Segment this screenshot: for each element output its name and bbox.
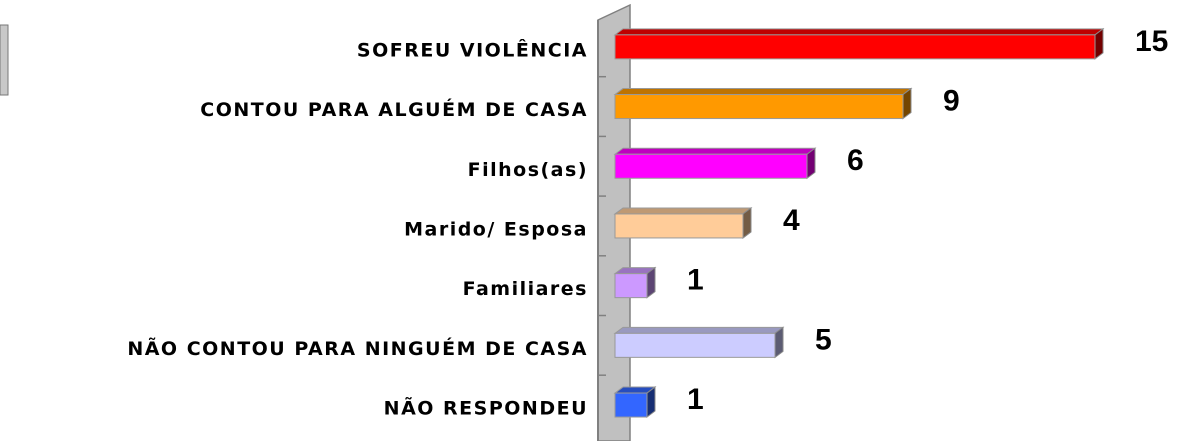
value-label: 5 [815,323,832,356]
category-label: Marido/ Esposa [404,218,588,240]
bar [613,27,1105,60]
bar-side [806,147,816,180]
category-label: SOFREU VIOLÊNCIA [357,38,588,61]
bar-side [1094,27,1104,60]
bar-front [614,392,648,418]
bar-top [613,88,913,96]
bar-front [614,34,1096,60]
bar-front [614,273,648,299]
value-label: 9 [943,84,960,117]
bar-top [613,28,1105,36]
value-label: 4 [783,204,800,237]
bar-front [614,332,776,358]
value-label: 1 [687,383,704,416]
bar-side [742,206,752,239]
bar-front [614,153,808,179]
bar-side [902,87,912,120]
value-label: 15 [1135,25,1168,58]
value-label: 6 [847,144,864,177]
frame-edge [0,24,9,96]
bar-side [774,326,784,359]
bar-front [614,213,744,239]
bar-side [646,266,656,299]
bar [613,326,785,359]
bar-top [613,147,817,155]
category-label: Familiares [463,278,588,300]
bar-front [614,94,904,120]
bar-top [613,207,753,215]
bar [613,87,913,120]
bar [613,386,657,419]
bar [613,206,753,239]
category-label: NÃO RESPONDEU [384,396,588,420]
category-label: CONTOU PARA ALGUÉM DE CASA [200,98,588,121]
category-label: NÃO CONTOU PARA NINGUÉM DE CASA [127,336,588,360]
bar [613,266,657,299]
bar [613,147,817,180]
category-label: Filhos(as) [468,159,588,181]
value-label: 1 [687,264,704,297]
bar-side [646,386,656,419]
bar-top [613,326,785,334]
